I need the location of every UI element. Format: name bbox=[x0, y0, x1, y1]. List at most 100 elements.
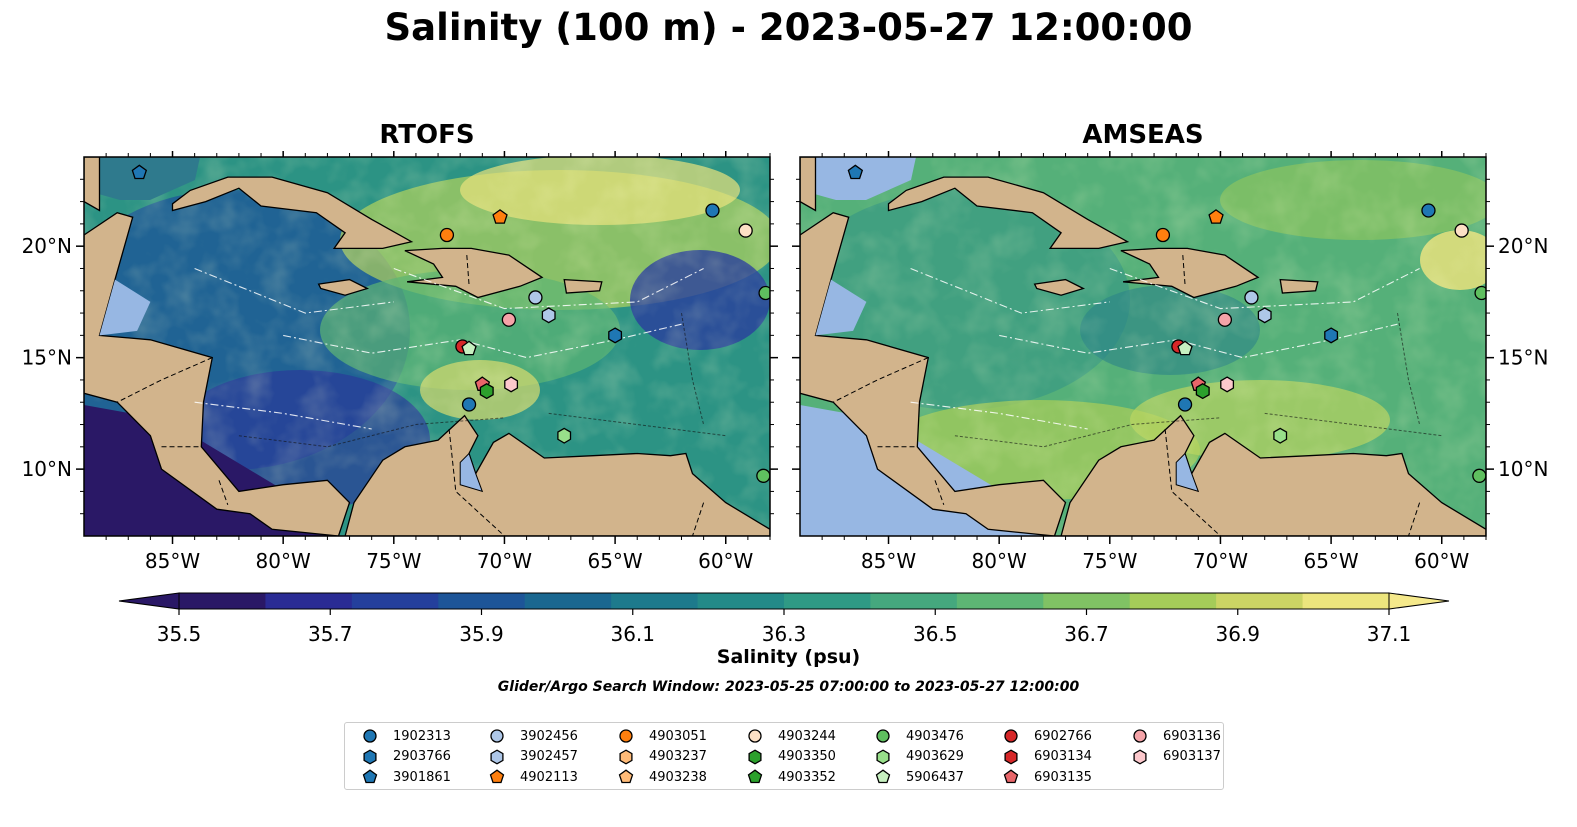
colorbar-segment bbox=[1043, 593, 1131, 609]
float-marker-6903137 bbox=[1220, 376, 1235, 393]
legend-marker-hexagon-icon bbox=[619, 748, 633, 765]
float-marker-4903476 bbox=[1474, 285, 1486, 301]
land-jamaica bbox=[317, 278, 370, 296]
colorbar-tick-label: 36.1 bbox=[610, 622, 655, 646]
land-yucatanTop bbox=[84, 157, 101, 212]
legend-label: 4903352 bbox=[778, 769, 836, 785]
legend-marker-circle-icon bbox=[1004, 729, 1018, 743]
country-border bbox=[466, 255, 470, 285]
float-marker-4902113 bbox=[492, 209, 508, 224]
colorbar-segment bbox=[697, 593, 785, 609]
legend-label: 4903476 bbox=[906, 728, 964, 744]
float-marker-4903244 bbox=[1454, 223, 1469, 238]
legend-marker bbox=[363, 729, 377, 743]
colorbar-segment bbox=[438, 593, 526, 609]
colorbar-segment bbox=[179, 593, 266, 609]
legend-item-6903136: 6903136 bbox=[1129, 726, 1221, 746]
legend-marker-pentagon-icon bbox=[1003, 769, 1019, 784]
colorbar-tick-label: 36.3 bbox=[762, 622, 807, 646]
panel-title-amseas: AMSEAS bbox=[1082, 120, 1204, 150]
legend-marker-pentagon-icon bbox=[875, 769, 891, 784]
x-tick-label: 80°W bbox=[972, 549, 1027, 573]
legend-marker bbox=[747, 769, 763, 784]
legend-item-4903476: 4903476 bbox=[872, 726, 964, 746]
legend-marker-pentagon-icon bbox=[362, 769, 378, 784]
float-marker-6903136 bbox=[501, 312, 517, 327]
land-jamaica bbox=[1033, 278, 1086, 296]
country-border bbox=[832, 357, 929, 403]
colorbar-max-extend bbox=[1388, 592, 1450, 610]
legend-marker bbox=[1003, 769, 1019, 784]
legend-marker-circle-icon bbox=[490, 729, 504, 743]
legend-marker bbox=[618, 769, 634, 784]
land-hispaniola bbox=[1120, 247, 1260, 299]
float-marker-6903137 bbox=[504, 376, 519, 393]
x-tick-label: 70°W bbox=[477, 549, 532, 573]
map-frame-rtofs bbox=[83, 156, 771, 537]
x-tick-label: 60°W bbox=[1414, 549, 1469, 573]
legend-item-6903134: 6903134 bbox=[1000, 747, 1092, 767]
legend-marker bbox=[1004, 748, 1018, 765]
legend-marker bbox=[1004, 729, 1018, 743]
float-marker-2903766 bbox=[608, 327, 623, 344]
legend-label: 4903244 bbox=[778, 728, 836, 744]
legend-item-4903350: 4903350 bbox=[744, 747, 836, 767]
x-tick-label: 80°W bbox=[256, 549, 311, 573]
legend-label: 1902313 bbox=[393, 728, 451, 744]
colorbar-tick-label: 35.5 bbox=[157, 622, 202, 646]
legend-label: 4903051 bbox=[649, 728, 707, 744]
land-cuba bbox=[171, 176, 414, 250]
legend-item-3901861: 3901861 bbox=[359, 767, 451, 787]
colorbar-segment bbox=[956, 593, 1044, 609]
colorbar-segment bbox=[1302, 593, 1390, 609]
legend-label: 6902766 bbox=[1034, 728, 1092, 744]
legend-item-6903135: 6903135 bbox=[1000, 767, 1092, 787]
legend-item-4903629: 4903629 bbox=[872, 747, 964, 767]
x-tick-label: 60°W bbox=[698, 549, 753, 573]
float-marker-1902313 bbox=[461, 397, 477, 412]
legend-marker bbox=[748, 748, 762, 765]
float-marker-4903244 bbox=[738, 223, 753, 238]
legend-marker bbox=[489, 769, 505, 784]
float-marker-5906437 bbox=[461, 340, 477, 356]
legend-item-6903137: 6903137 bbox=[1129, 747, 1221, 767]
legend-label: 4903629 bbox=[906, 749, 964, 764]
colorbar-segment bbox=[1129, 593, 1217, 609]
float-marker-3902457 bbox=[541, 307, 556, 324]
legend-marker bbox=[619, 748, 633, 765]
float-marker-4903350 bbox=[1195, 383, 1210, 400]
legend-label: 2903766 bbox=[393, 749, 451, 764]
legend-marker-circle-icon bbox=[1133, 729, 1147, 743]
legend-label: 4902113 bbox=[520, 769, 578, 785]
search-window-text: Glider/Argo Search Window: 2023-05-25 07… bbox=[497, 679, 1080, 695]
colorbar-tick-label: 36.7 bbox=[1064, 622, 1109, 646]
legend-item-4903244: 4903244 bbox=[744, 726, 836, 746]
x-tick-label: 65°W bbox=[1303, 549, 1358, 573]
country-border bbox=[1182, 255, 1186, 285]
float-marker-5906437 bbox=[1177, 340, 1193, 356]
eez-boundary bbox=[999, 323, 1398, 359]
depth-contour bbox=[1397, 313, 1421, 425]
colorbar-min-extend bbox=[118, 592, 180, 610]
eez-boundary bbox=[194, 267, 394, 314]
legend-marker bbox=[875, 769, 891, 784]
float-marker-4903629 bbox=[1273, 427, 1288, 444]
shelf-water bbox=[815, 279, 867, 336]
map-frame-amseas bbox=[799, 156, 1487, 537]
float-marker-3902456 bbox=[1244, 290, 1259, 305]
float-marker-4903051 bbox=[1155, 227, 1171, 243]
float-marker-3902456 bbox=[528, 290, 543, 305]
lake-maracaibo bbox=[1175, 452, 1200, 493]
land-cuba bbox=[887, 176, 1130, 250]
legend-marker bbox=[362, 769, 378, 784]
legend-marker-hexagon-icon bbox=[490, 748, 504, 765]
legend-item-2903766: 2903766 bbox=[359, 747, 451, 767]
y-tick-label: 10°N bbox=[1498, 457, 1548, 481]
land-puertoRico bbox=[563, 278, 603, 294]
legend-item-4903051: 4903051 bbox=[615, 726, 707, 746]
float-marker-2903766 bbox=[1324, 327, 1339, 344]
legend-marker-circle-icon bbox=[363, 729, 377, 743]
float-marker-3901861 bbox=[847, 164, 864, 180]
float-marker-4903476 bbox=[756, 468, 770, 483]
legend-label: 4903350 bbox=[778, 749, 836, 764]
